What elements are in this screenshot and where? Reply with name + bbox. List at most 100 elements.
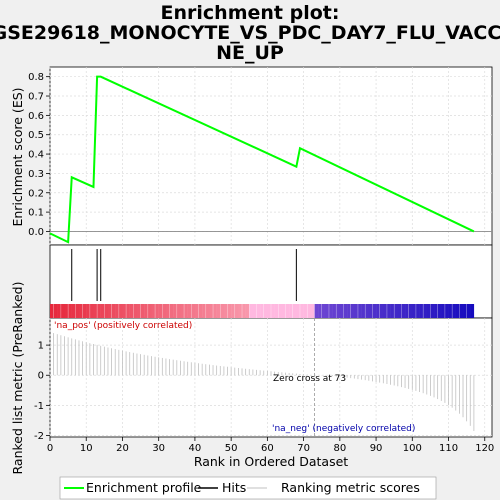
- rank-color-cell: [86, 304, 91, 318]
- rank-color-cell: [147, 304, 152, 318]
- rank-color-cell: [231, 304, 235, 318]
- rank-color-cell: [415, 304, 420, 318]
- rank-color-cell: [419, 304, 424, 318]
- rank-color-cell: [111, 304, 116, 318]
- metric-ytick-label: -1: [34, 401, 44, 412]
- rank-color-cell: [437, 304, 442, 318]
- rank-color-cell: [238, 304, 243, 318]
- rank-color-cell: [245, 304, 250, 318]
- neg-annotation: 'na_neg' (negatively correlated): [272, 424, 415, 434]
- rank-color-cell: [155, 304, 159, 318]
- rank-color-cell: [372, 304, 377, 318]
- rank-color-cell: [256, 304, 261, 318]
- rank-color-cell: [426, 304, 431, 318]
- rank-color-cell: [412, 304, 417, 318]
- legend-profile-label: Enrichment profile: [86, 480, 202, 495]
- rank-color-cell: [162, 304, 167, 318]
- rank-color-cell: [187, 304, 192, 318]
- rank-color-cell: [379, 304, 384, 318]
- rank-color-cell: [452, 304, 456, 318]
- rank-color-cell: [271, 304, 275, 318]
- rank-color-cell: [198, 304, 203, 318]
- rank-color-cell: [140, 304, 145, 318]
- xtick-label: 110: [439, 443, 458, 454]
- rank-color-cell: [50, 304, 54, 318]
- title-line-1: Enrichment plot:: [161, 2, 340, 24]
- rank-color-cell: [376, 304, 380, 318]
- rank-color-cell: [184, 304, 188, 318]
- es-ytick-label: 0.1: [28, 208, 44, 219]
- rank-color-cell: [89, 304, 94, 318]
- rank-color-cell: [57, 304, 62, 318]
- es-ytick-label: 0.8: [28, 72, 44, 83]
- rank-color-cell: [115, 304, 120, 318]
- rank-color-cell: [357, 304, 362, 318]
- rank-color-cell: [93, 304, 98, 318]
- rank-color-cell: [281, 304, 286, 318]
- rank-color-cell: [321, 304, 326, 318]
- rank-color-cell: [249, 304, 254, 318]
- rank-color-cell: [347, 304, 351, 318]
- es-ytick-label: 0.3: [28, 169, 44, 180]
- rank-color-cell: [444, 304, 449, 318]
- metric-ytick-label: 0: [38, 371, 44, 382]
- xtick-label: 20: [116, 443, 129, 454]
- xtick-label: 0: [47, 443, 53, 454]
- enrichment-profile-line: [49, 75, 475, 244]
- es-ytick-label: 0.0: [28, 227, 44, 238]
- xtick-label: 50: [225, 443, 238, 454]
- rank-color-cell: [71, 304, 76, 318]
- xtick-label: 60: [261, 443, 274, 454]
- rank-color-cell: [252, 304, 257, 318]
- rank-color-cell: [423, 304, 427, 318]
- rank-color-cell: [296, 304, 301, 318]
- rank-color-cell: [394, 304, 399, 318]
- rank-color-cell: [97, 304, 101, 318]
- rank-color-cell: [82, 304, 87, 318]
- rank-color-cell: [202, 304, 206, 318]
- metric-ytick-label: 1: [38, 341, 44, 352]
- rank-color-cell: [64, 304, 69, 318]
- xtick-label: 80: [333, 443, 346, 454]
- rank-color-cell: [216, 304, 221, 318]
- rank-color-cell: [205, 304, 210, 318]
- rank-color-cell: [408, 304, 413, 318]
- xtick-label: 100: [403, 443, 422, 454]
- rank-color-cell: [299, 304, 304, 318]
- rank-color-cell: [220, 304, 225, 318]
- rank-color-cell: [307, 304, 312, 318]
- rank-color-cell: [292, 304, 297, 318]
- es-ytick-label: 0.2: [28, 188, 44, 199]
- rank-color-cell: [310, 304, 315, 318]
- rank-color-cell: [365, 304, 370, 318]
- rank-color-cell: [209, 304, 214, 318]
- rank-color-cell: [361, 304, 366, 318]
- rank-color-cell: [318, 304, 322, 318]
- xtick-label: 70: [297, 443, 310, 454]
- rank-color-cell: [234, 304, 239, 318]
- rank-color-cell: [126, 304, 130, 318]
- rank-color-cell: [470, 304, 475, 318]
- title-line-3: NE_UP: [216, 42, 284, 64]
- xtick-label: 120: [475, 443, 494, 454]
- rank-color-cell: [430, 304, 435, 318]
- legend-metric-label: Ranking metric scores: [281, 480, 420, 495]
- xlabel: Rank in Ordered Dataset: [194, 454, 348, 469]
- rank-color-cell: [289, 304, 293, 318]
- rank-color-cell: [104, 304, 109, 318]
- es-ytick-label: 0.6: [28, 111, 44, 122]
- rank-color-cell: [463, 304, 467, 318]
- es-ylabel: Enrichment score (ES): [10, 87, 25, 226]
- rank-color-cell: [158, 304, 163, 318]
- rank-color-cell: [314, 304, 319, 318]
- rank-color-cell: [397, 304, 402, 318]
- rank-color-cell: [343, 304, 348, 318]
- es-ytick-label: 0.7: [28, 92, 44, 103]
- rank-color-cell: [285, 304, 290, 318]
- rank-color-cell: [191, 304, 196, 318]
- rank-color-cell: [350, 304, 355, 318]
- rank-color-cell: [278, 304, 283, 318]
- rank-color-cell: [466, 304, 471, 318]
- rank-color-cell: [401, 304, 406, 318]
- es-ytick-label: 0.4: [28, 150, 44, 161]
